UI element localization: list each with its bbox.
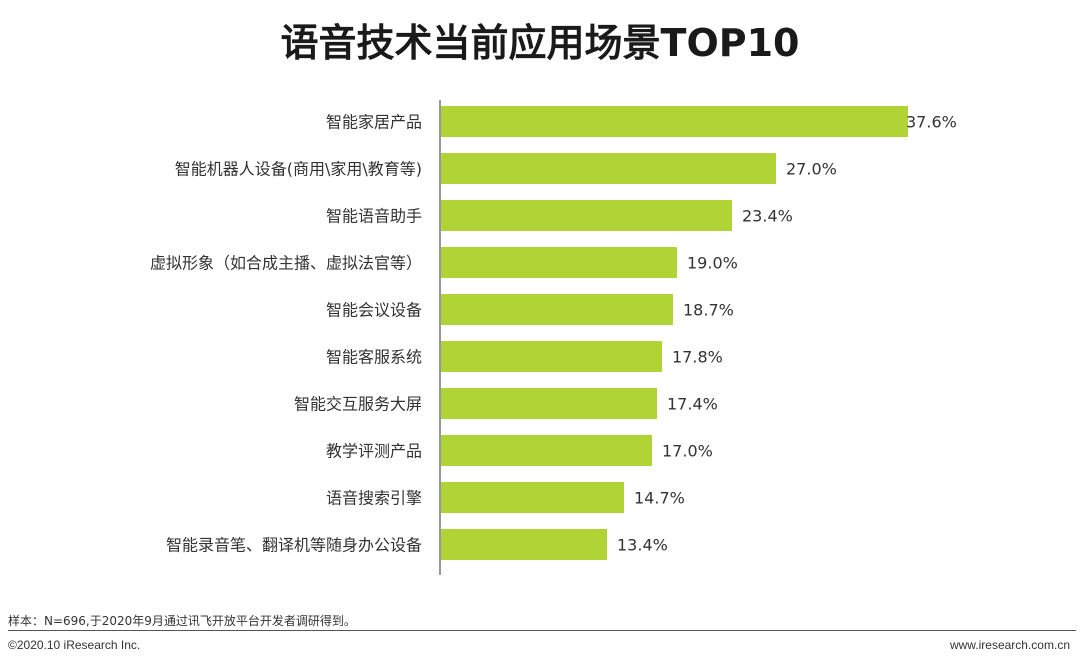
category-label: 教学评测产品 [326,442,422,461]
value-label: 19.0% [687,254,738,273]
category-label: 语音搜索引擎 [326,489,422,508]
category-label: 智能语音助手 [326,207,422,226]
bar [441,435,652,466]
bar [441,388,657,419]
bar [441,153,776,184]
category-label: 智能会议设备 [326,301,422,320]
value-label: 17.4% [667,395,718,414]
website-link[interactable]: www.iresearch.com.cn [949,638,1070,652]
bar [441,106,908,137]
value-label: 13.4% [617,536,668,555]
category-label: 虚拟形象（如合成主播、虚拟法官等） [150,254,422,273]
category-label: 智能客服系统 [326,348,422,367]
category-label: 智能交互服务大屏 [294,395,422,414]
bar [441,200,732,231]
source-note: 样本：N=696,于2020年9月通过讯飞开放平台开发者调研得到。 [8,614,356,628]
category-label: 智能家居产品 [326,113,422,132]
bar [441,529,607,560]
bar [441,294,673,325]
bar [441,247,677,278]
footer-divider [8,630,1076,631]
value-label: 27.0% [786,160,837,179]
bar [441,482,624,513]
value-label: 17.0% [662,442,713,461]
bar [441,341,662,372]
value-label: 23.4% [742,207,793,226]
value-label: 14.7% [634,489,685,508]
value-label: 17.8% [672,348,723,367]
copyright-text: ©2020.10 iResearch Inc. [8,638,141,652]
chart-title: 语音技术当前应用场景TOP10 [280,21,800,65]
value-label: 18.7% [683,301,734,320]
category-label: 智能录音笔、翻译机等随身办公设备 [166,536,422,555]
category-label: 智能机器人设备(商用\家用\教育等) [175,160,422,179]
value-label: 37.6% [906,113,957,132]
bar-chart: 智能家居产品 37.6% 智能机器人设备(商用\家用\教育等) 27.0% 智能语音助手… [150,100,957,575]
